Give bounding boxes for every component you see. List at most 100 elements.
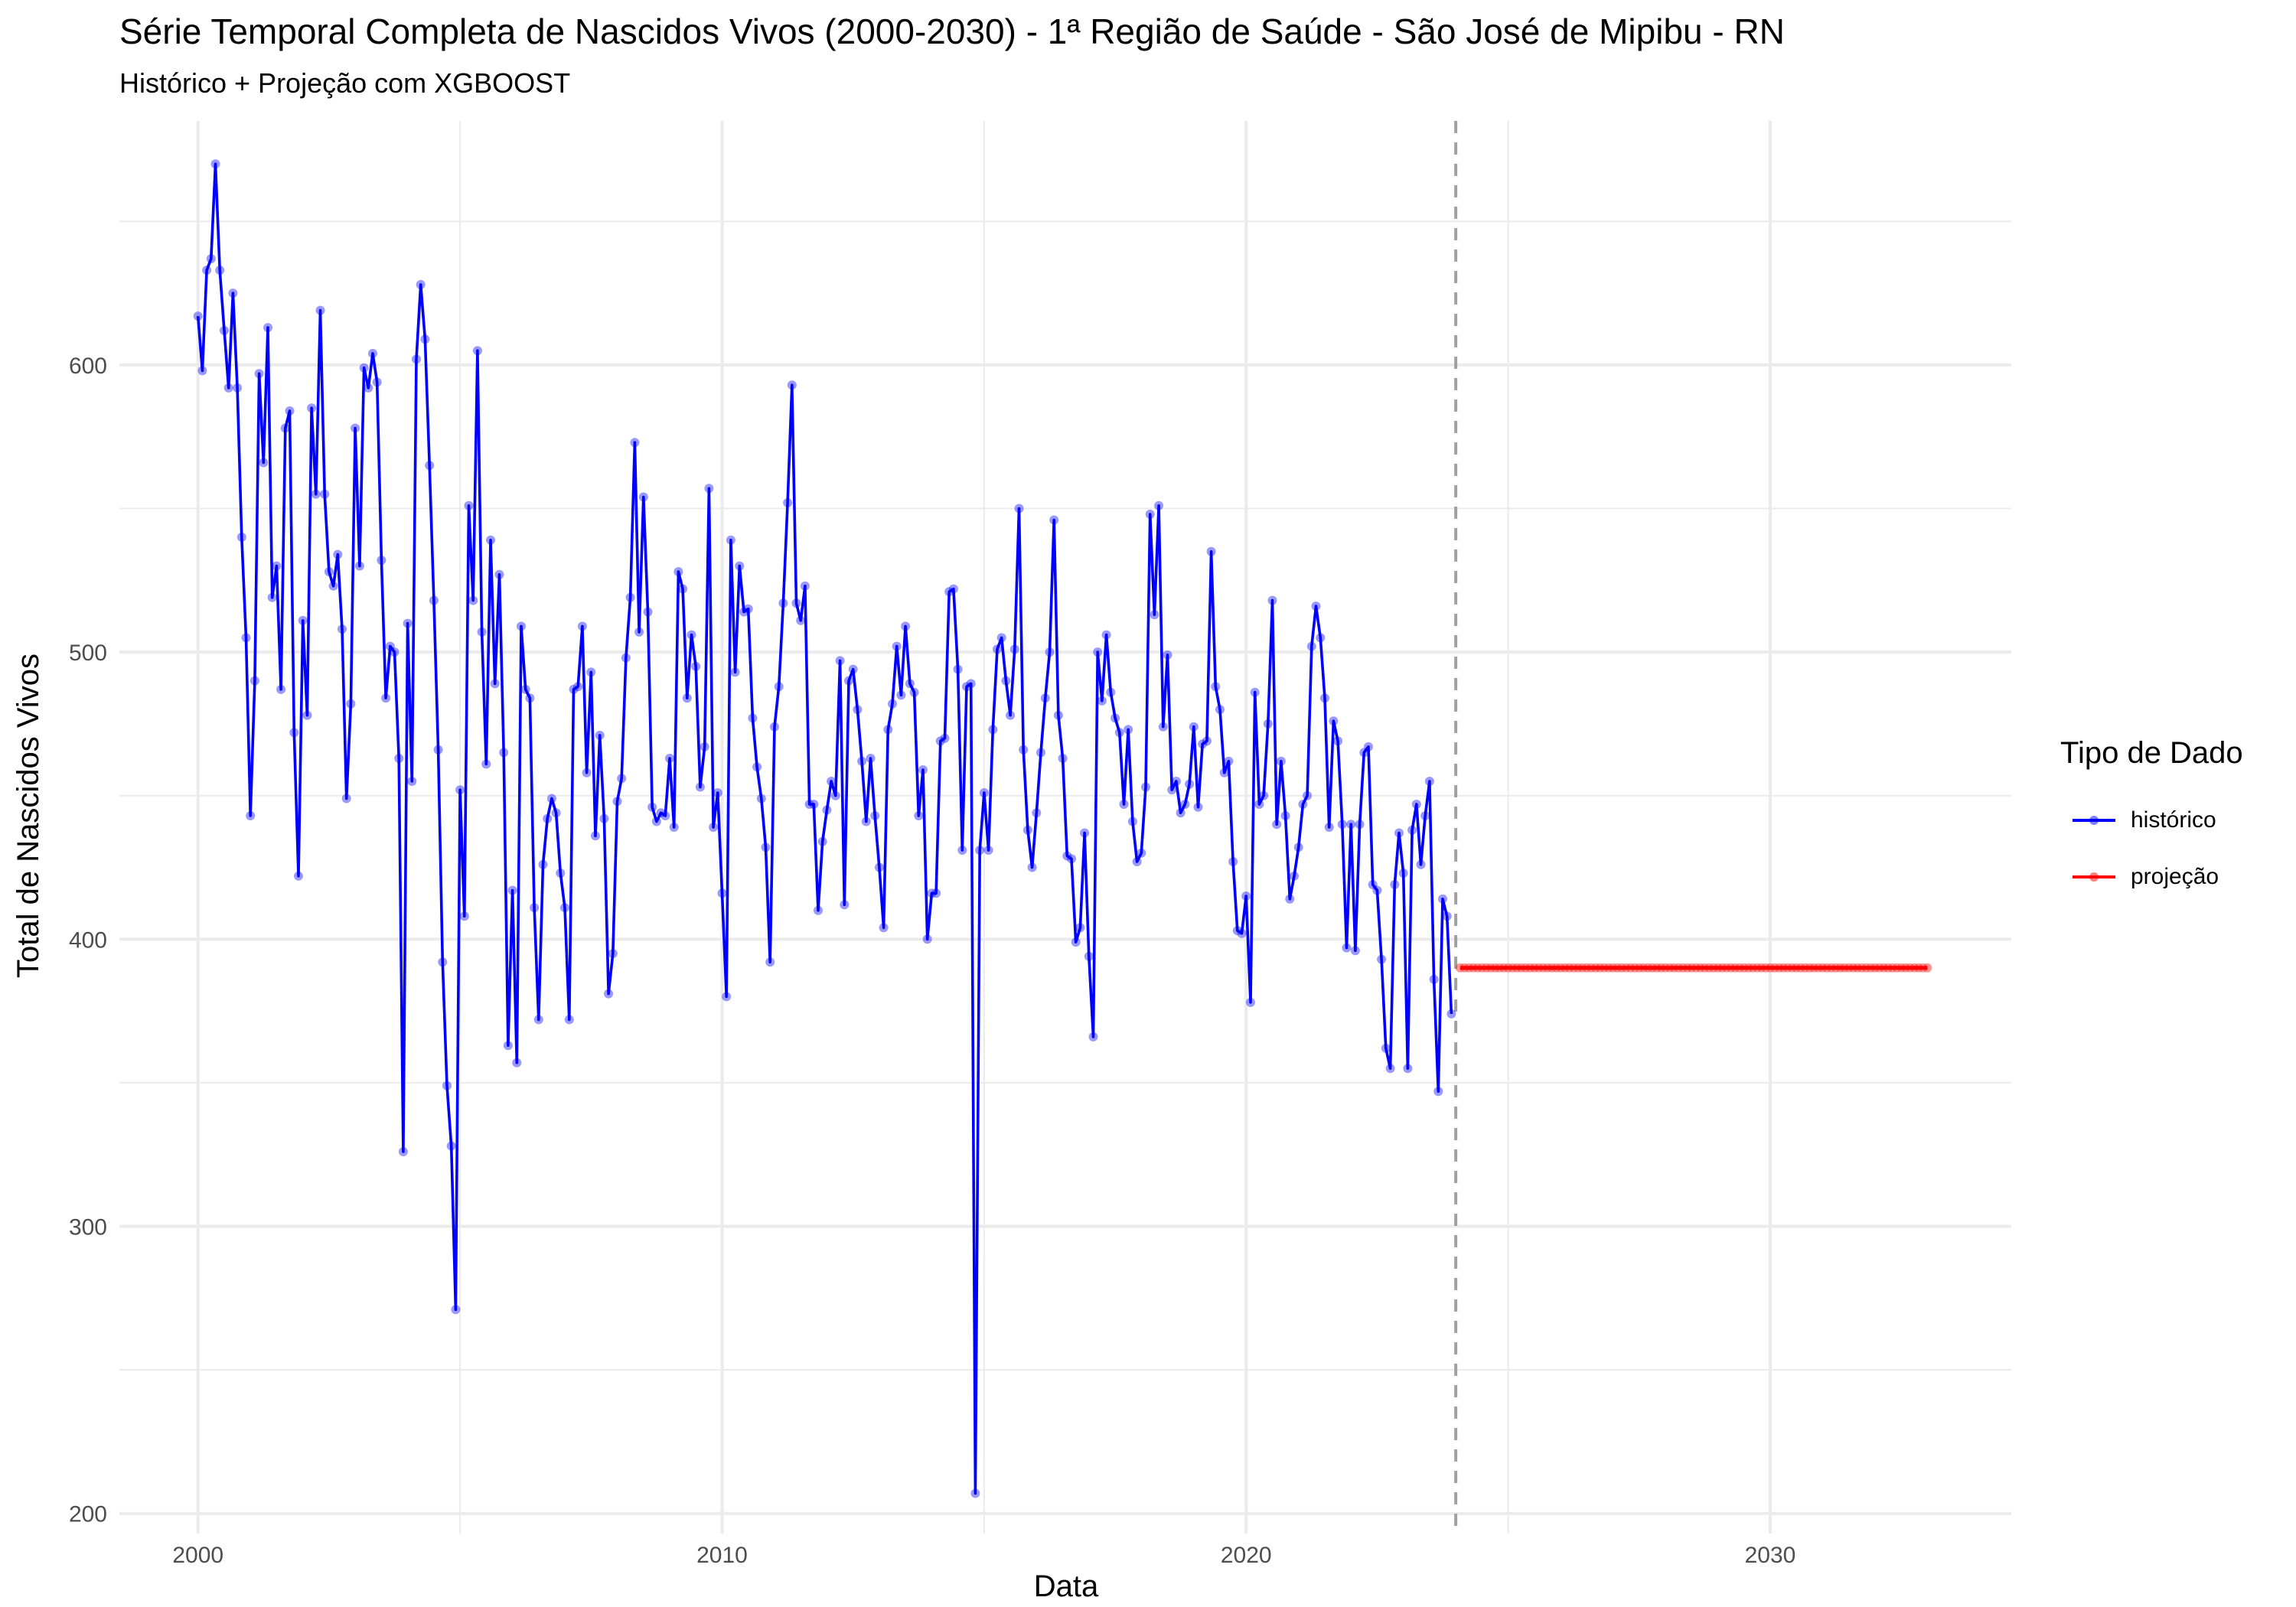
data-point-historico	[394, 754, 404, 763]
data-point-historico	[503, 1041, 513, 1051]
data-point-historico	[1377, 954, 1387, 964]
data-point-projecao	[1603, 963, 1613, 973]
data-point-historico	[770, 722, 779, 732]
y-tick-label: 600	[69, 354, 107, 379]
data-point-historico	[1263, 719, 1273, 729]
chart-subtitle: Histórico + Projeção com XGBOOST	[119, 67, 571, 99]
data-point-historico	[647, 802, 657, 812]
data-point-projecao	[1795, 963, 1805, 973]
data-point-historico	[1438, 894, 1447, 904]
data-point-historico	[883, 725, 893, 735]
data-point-projecao	[1782, 963, 1792, 973]
data-point-projecao	[1477, 963, 1487, 973]
data-point-projecao	[1892, 963, 1902, 973]
minor-gridlines	[119, 121, 2011, 1534]
data-point-historico	[931, 888, 941, 898]
data-point-historico	[1158, 722, 1168, 732]
data-point-historico	[451, 1305, 461, 1315]
data-point-historico	[333, 549, 343, 559]
data-point-historico	[1254, 800, 1264, 809]
data-point-projecao	[1529, 963, 1539, 973]
data-point-historico	[385, 641, 395, 651]
data-point-projecao	[1556, 963, 1566, 973]
data-point-historico	[459, 911, 469, 921]
data-point-historico	[586, 667, 596, 677]
data-point-historico	[1250, 687, 1260, 697]
data-point-projecao	[1713, 963, 1723, 973]
data-point-projecao	[1739, 963, 1749, 973]
data-point-historico	[861, 817, 871, 826]
data-point-historico	[556, 869, 566, 878]
data-point-historico	[246, 811, 256, 820]
data-point-historico	[1049, 515, 1059, 525]
data-point-historico	[1429, 974, 1439, 984]
data-point-historico	[791, 598, 801, 608]
data-point-historico	[1381, 1043, 1391, 1053]
data-point-historico	[1215, 705, 1225, 715]
data-point-historico	[285, 406, 295, 416]
data-point-projecao	[1857, 963, 1867, 973]
data-point-historico	[477, 627, 487, 637]
data-point-historico	[1141, 782, 1150, 792]
data-point-historico	[713, 788, 722, 797]
data-point-historico	[739, 607, 748, 617]
data-point-historico	[1285, 894, 1295, 904]
data-point-historico	[464, 500, 474, 510]
data-point-historico	[1346, 820, 1356, 830]
data-point-historico	[660, 811, 670, 820]
data-point-historico	[1424, 777, 1434, 786]
data-point-projecao	[1721, 963, 1731, 973]
data-point-projecao	[1900, 963, 1910, 973]
data-point-historico	[630, 438, 640, 448]
data-point-historico	[1127, 817, 1137, 826]
data-point-projecao	[1516, 963, 1526, 973]
data-point-historico	[1206, 546, 1216, 556]
data-point-historico	[1259, 790, 1269, 800]
data-point-historico	[625, 592, 635, 602]
data-point-historico	[866, 754, 876, 763]
data-point-projecao	[1634, 963, 1644, 973]
data-point-historico	[1106, 687, 1116, 697]
data-point-historico	[612, 797, 622, 807]
data-point-historico	[564, 1015, 574, 1025]
data-point-historico	[280, 423, 290, 433]
data-point-historico	[220, 325, 229, 335]
data-point-historico	[953, 664, 963, 674]
data-point-historico	[621, 653, 631, 663]
data-point-historico	[446, 1141, 456, 1151]
data-point-historico	[1324, 823, 1334, 832]
data-point-historico	[1124, 725, 1133, 735]
data-point-historico	[193, 311, 203, 321]
data-point-historico	[1171, 777, 1181, 786]
data-point-historico	[1084, 951, 1094, 961]
data-point-historico	[944, 587, 954, 597]
data-point-historico	[1014, 504, 1024, 513]
data-point-historico	[1080, 828, 1090, 838]
data-point-historico	[1150, 610, 1159, 620]
data-point-historico	[320, 489, 330, 499]
data-point-projecao	[1914, 963, 1923, 973]
data-point-historico	[1097, 696, 1107, 706]
data-point-historico	[704, 484, 714, 494]
data-point-historico	[1119, 800, 1129, 809]
data-point-historico	[202, 266, 212, 275]
data-point-historico	[1276, 756, 1286, 766]
legend-label-historico: histórico	[2131, 807, 2216, 833]
data-point-projecao	[1573, 963, 1583, 973]
data-point-projecao	[1840, 963, 1849, 973]
data-point-historico	[1110, 713, 1120, 723]
data-point-historico	[726, 535, 735, 545]
data-point-historico	[236, 533, 246, 542]
data-point-projecao	[1647, 963, 1657, 973]
data-point-projecao	[1590, 963, 1600, 973]
data-point-historico	[800, 581, 810, 591]
data-point-historico	[546, 794, 556, 804]
data-point-historico	[254, 369, 264, 379]
data-point-projecao	[1621, 963, 1631, 973]
data-point-projecao	[1766, 963, 1775, 973]
data-point-historico	[1053, 710, 1063, 720]
data-point-historico	[822, 805, 832, 815]
series-historico	[193, 159, 1456, 1498]
data-point-projecao	[1769, 963, 1779, 973]
data-point-historico	[1359, 748, 1369, 758]
